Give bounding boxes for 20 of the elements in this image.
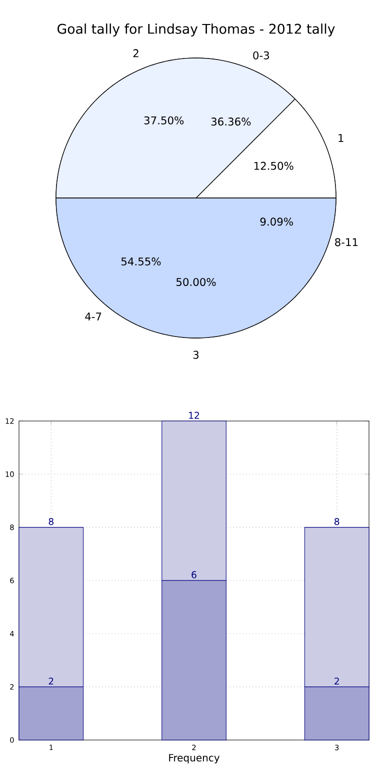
- data-label: 37.50%: [144, 116, 184, 124]
- data-label: 6: [192, 571, 196, 578]
- data-label: 36.36%: [211, 118, 251, 126]
- total-label: 8: [48, 518, 54, 526]
- total-label: 8: [334, 518, 340, 526]
- data-label: 9.09%: [260, 218, 293, 226]
- slice-label: 2: [133, 49, 138, 58]
- slice-label: 0-3: [253, 51, 270, 60]
- slice-label: 4-7: [85, 312, 102, 320]
- data-label: 2: [48, 678, 54, 685]
- x-axis-title: Frequency: [169, 754, 220, 764]
- data-label: 12.50%: [254, 162, 294, 170]
- slice-label: 3: [193, 350, 199, 359]
- data-label: 2: [334, 678, 339, 685]
- data-label: 50.00%: [176, 278, 216, 286]
- chart-title: Goal tally for Lindsay Thomas - 2012 tally: [58, 24, 335, 36]
- slice-label: 8-11: [335, 238, 358, 246]
- total-label: 12: [189, 412, 199, 419]
- data-label: 54.55%: [121, 257, 161, 266]
- slice-label: 1: [338, 134, 344, 142]
